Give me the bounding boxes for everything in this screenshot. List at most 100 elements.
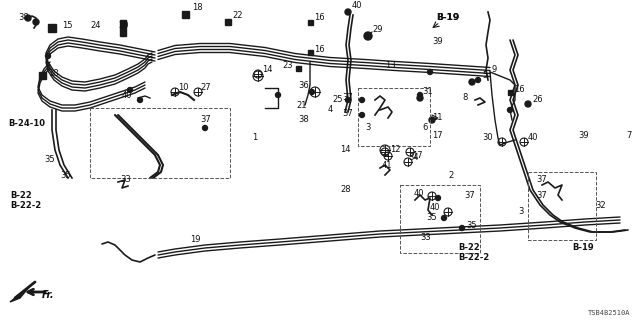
Text: 15: 15 [62,21,72,30]
Text: 11: 11 [432,114,442,123]
Text: 9: 9 [492,66,497,75]
Text: 25: 25 [332,95,342,105]
Text: 14: 14 [262,66,273,75]
Circle shape [310,90,314,94]
Circle shape [476,77,481,83]
Circle shape [138,98,143,102]
Circle shape [275,92,280,98]
Bar [120,20,126,36]
Text: 37: 37 [342,93,353,102]
Text: B-22: B-22 [458,244,480,252]
Text: 3: 3 [365,124,371,132]
Text: 17: 17 [432,132,443,140]
Circle shape [202,125,207,131]
Text: 28: 28 [340,186,351,195]
Circle shape [508,108,513,113]
Text: 16: 16 [314,45,324,54]
Text: B-24-10: B-24-10 [8,119,45,129]
Text: 40: 40 [528,133,538,142]
Text: 36: 36 [298,82,308,91]
Circle shape [417,95,423,101]
Text: B-19: B-19 [436,13,460,22]
Text: 10: 10 [178,84,189,92]
Circle shape [417,92,422,98]
Bar [296,66,301,70]
Text: TSB4B2510A: TSB4B2510A [588,310,630,316]
Text: 27: 27 [200,84,211,92]
Text: 24: 24 [90,21,100,30]
Text: 40: 40 [430,204,440,212]
Text: 8: 8 [462,93,467,102]
Text: B-19: B-19 [572,244,594,252]
Text: 12: 12 [390,146,401,155]
Text: Fr.: Fr. [42,290,54,300]
Circle shape [460,226,465,230]
Text: 6: 6 [422,124,428,132]
Bar [90,108,230,178]
Text: 1: 1 [252,133,257,142]
Text: 37: 37 [536,190,547,199]
Circle shape [360,113,365,117]
Bar [182,11,189,18]
Text: 2: 2 [448,171,453,180]
Bar [358,88,430,146]
Circle shape [25,15,31,21]
Text: 17: 17 [412,151,422,161]
Text: 41: 41 [382,162,392,171]
Circle shape [346,98,351,102]
Circle shape [33,19,39,25]
Text: 35: 35 [466,221,477,230]
Text: 18: 18 [192,4,203,12]
Text: 26: 26 [532,95,543,105]
Circle shape [525,101,531,107]
Text: 38: 38 [298,116,308,124]
Text: 31: 31 [422,87,433,97]
Polygon shape [10,286,30,302]
Text: 13: 13 [385,60,396,69]
Text: 33: 33 [120,175,131,185]
Circle shape [45,53,51,59]
Circle shape [360,98,365,102]
Text: 29: 29 [372,26,383,35]
Text: 18: 18 [48,69,59,78]
Text: 19: 19 [190,236,200,244]
Text: 37: 37 [200,116,211,124]
Text: 14: 14 [340,146,351,155]
Bar [48,24,56,32]
Circle shape [435,196,440,201]
Text: 33: 33 [420,234,431,243]
Circle shape [428,69,433,75]
Text: 16: 16 [314,13,324,22]
Text: 40: 40 [122,92,132,100]
Circle shape [429,117,435,123]
Text: 37: 37 [536,175,547,185]
Bar [508,90,513,94]
Text: 39: 39 [578,131,589,140]
Text: 20: 20 [118,21,129,30]
Bar [38,71,45,78]
Circle shape [469,79,475,85]
Text: 32: 32 [595,201,605,210]
Text: 22: 22 [232,12,243,20]
Text: 37: 37 [464,191,475,201]
Text: 16: 16 [514,85,525,94]
Text: 5: 5 [482,71,487,81]
Text: 3: 3 [518,207,524,217]
Text: 40: 40 [352,2,362,11]
Text: 30: 30 [482,133,493,142]
Text: B-19: B-19 [436,13,460,22]
Text: B-22: B-22 [10,190,32,199]
Text: 35: 35 [60,171,70,180]
Circle shape [127,87,132,92]
Bar [307,50,312,54]
Circle shape [364,32,372,40]
Text: 35: 35 [44,156,54,164]
Text: 4: 4 [328,106,333,115]
Text: B-22-2: B-22-2 [458,253,489,262]
Text: 23: 23 [282,61,292,70]
Bar [400,185,480,253]
Text: 40: 40 [414,189,424,198]
Text: 21: 21 [296,100,307,109]
Text: 39: 39 [432,37,443,46]
Text: 7: 7 [626,131,632,140]
